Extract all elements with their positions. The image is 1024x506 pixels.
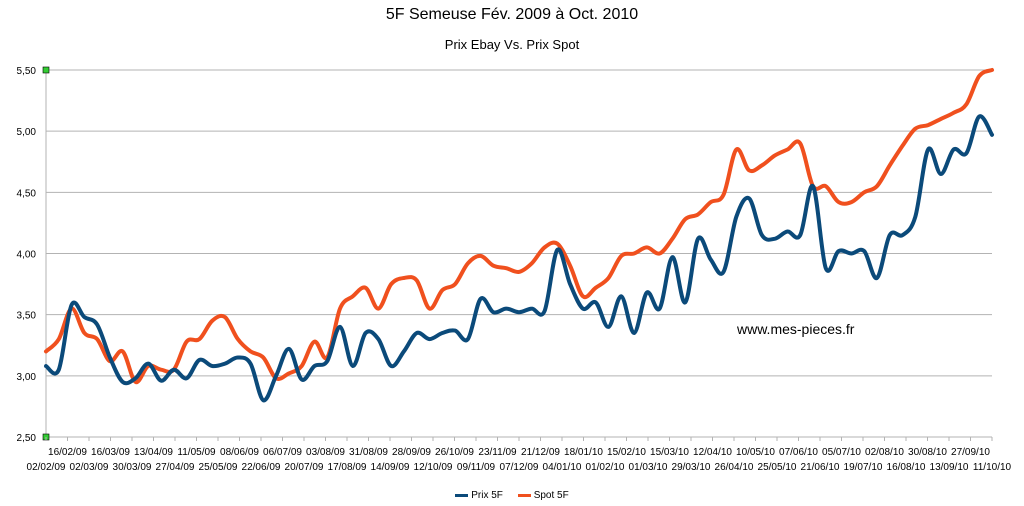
legend: Prix 5F Spot 5F <box>0 490 1024 501</box>
y-tick-label: 2,50 <box>17 433 37 444</box>
legend-item-spot: Spot 5F <box>517 490 569 501</box>
x-tick-label: 12/10/09 <box>414 462 453 473</box>
x-tick-label: 16/08/10 <box>887 462 926 473</box>
x-tick-label: 27/04/09 <box>156 462 195 473</box>
x-tick-label: 25/05/10 <box>758 462 797 473</box>
x-tick-label: 19/07/10 <box>844 462 883 473</box>
x-tick-label: 26/04/10 <box>715 462 754 473</box>
x-tick-labels: 02/02/09 02/03/09 30/03/09 27/04/09 25/05/09… <box>27 447 1012 473</box>
y-tick-label: 3,50 <box>17 311 37 322</box>
x-tick-label: 04/01/10 <box>543 462 582 473</box>
legend-label-prix: Prix 5F <box>471 490 503 501</box>
x-tick-label: 28/09/09 <box>392 447 431 458</box>
website-annotation: www.mes-pieces.fr <box>736 321 855 337</box>
x-tick-label: 31/08/09 <box>349 447 388 458</box>
x-tick-label: 16/03/09 <box>91 447 130 458</box>
y-tick-label: 5,00 <box>17 127 37 138</box>
series-line-prix <box>44 114 994 403</box>
x-tick-label: 11/10/10 <box>973 462 1012 473</box>
x-tick-label: 09/11/09 <box>457 462 496 473</box>
x-tick-label: 25/05/09 <box>199 462 238 473</box>
legend-swatch-prix <box>455 493 469 497</box>
x-tick-label: 16/02/09 <box>48 447 87 458</box>
x-tick-label: 15/02/10 <box>607 447 646 458</box>
x-tick-label: 13/04/09 <box>134 447 173 458</box>
gridlines <box>46 69 992 438</box>
x-tick-label: 30/03/09 <box>113 462 152 473</box>
series-line-spot <box>44 68 994 385</box>
x-tick-label: 15/03/10 <box>650 447 689 458</box>
x-tick-label: 27/09/10 <box>951 447 990 458</box>
x-tick-label: 29/03/10 <box>672 462 711 473</box>
x-tick-label: 30/08/10 <box>908 447 947 458</box>
x-tick-label: 21/06/10 <box>801 462 840 473</box>
x-tick-label: 03/08/09 <box>306 447 345 458</box>
x-tick-label: 01/02/10 <box>586 462 625 473</box>
x-tick-label: 12/04/10 <box>693 447 732 458</box>
y-tick-label: 4,50 <box>17 188 37 199</box>
x-tick-label: 02/02/09 <box>27 462 66 473</box>
legend-item-prix: Prix 5F <box>455 490 503 501</box>
chart-subtitle: Prix Ebay Vs. Prix Spot <box>444 37 580 52</box>
x-tick-label: 05/07/10 <box>822 447 861 458</box>
x-tick-label: 01/03/10 <box>629 462 668 473</box>
x-tick-label: 02/03/09 <box>70 462 109 473</box>
x-tick-label: 11/05/09 <box>177 447 216 458</box>
x-tick-label: 18/01/10 <box>564 447 603 458</box>
x-tick-label: 20/07/09 <box>285 462 324 473</box>
line-chart: 2,503,003,504,004,505,005,50 02/02/09 02/… <box>17 66 1012 473</box>
y-tick-label: 4,00 <box>17 250 37 261</box>
y-tick-labels: 2,50 3,00 3,50 4,00 4,50 5,00 5,50 <box>17 66 37 444</box>
x-tick-label: 07/12/09 <box>500 462 539 473</box>
x-tick-label: 21/12/09 <box>521 447 560 458</box>
legend-swatch-spot <box>517 493 531 497</box>
x-tick-label: 08/06/09 <box>220 447 259 458</box>
x-tick-label: 22/06/09 <box>242 462 281 473</box>
x-tick-label: 02/08/10 <box>865 447 904 458</box>
axes <box>42 66 993 441</box>
axis-marker <box>42 66 50 74</box>
x-tick-label: 23/11/09 <box>478 447 517 458</box>
y-tick-label: 5,50 <box>17 66 37 77</box>
series-lines <box>44 68 994 403</box>
x-tick-label: 14/09/09 <box>371 462 410 473</box>
legend-label-spot: Spot 5F <box>533 490 569 501</box>
x-tick-label: 13/09/10 <box>930 462 969 473</box>
y-tick-label: 3,00 <box>17 372 37 383</box>
x-tick-label: 07/06/10 <box>779 447 818 458</box>
x-tick-label: 10/05/10 <box>736 447 775 458</box>
x-tick-label: 26/10/09 <box>435 447 474 458</box>
chart-title: 5F Semeuse Fév. 2009 à Oct. 2010 <box>385 6 639 23</box>
x-tick-label: 06/07/09 <box>263 447 302 458</box>
x-tick-label: 17/08/09 <box>328 462 367 473</box>
